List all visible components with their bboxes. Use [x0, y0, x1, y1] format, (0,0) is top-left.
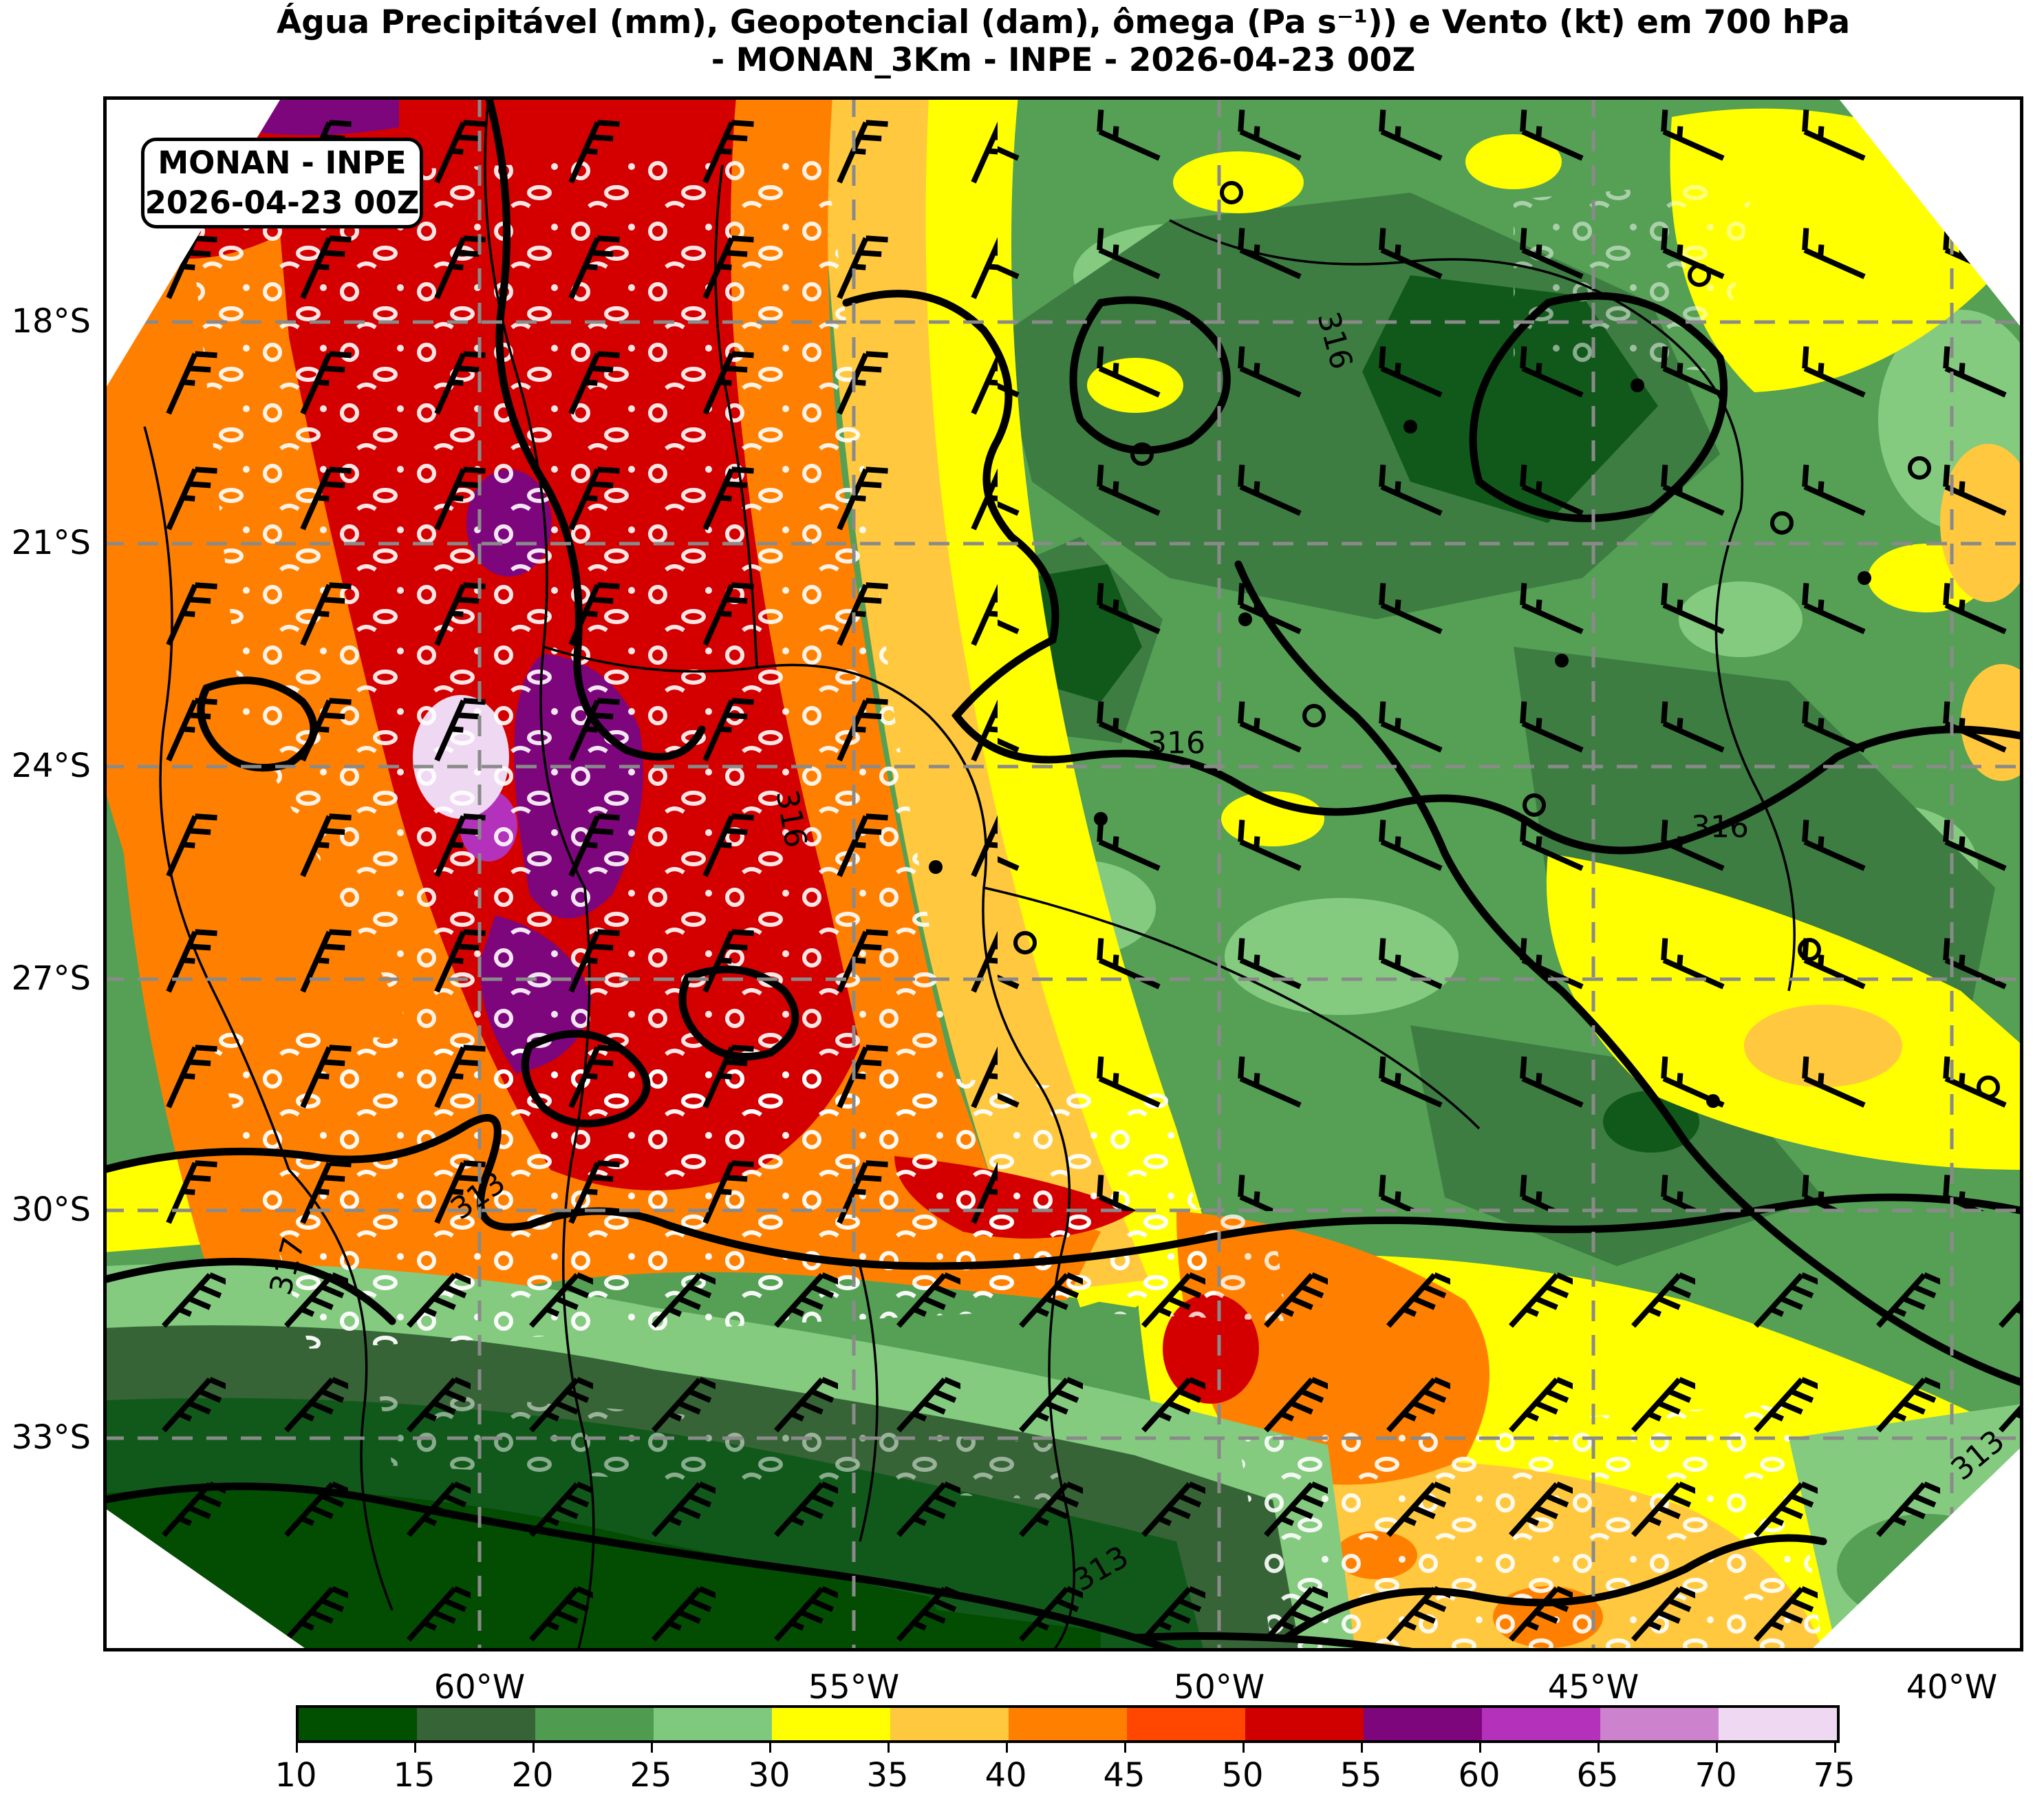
model-stamp-line2: 2026-04-23 00Z — [144, 184, 420, 221]
lon-tick-label: 60°W — [433, 1668, 526, 1707]
colorbar — [296, 1705, 1840, 1743]
lat-tick-label: 18°S — [11, 302, 91, 341]
colorbar-cell — [1127, 1708, 1245, 1740]
colorbar-tick-label: 60 — [1458, 1756, 1500, 1795]
colorbar-cell — [299, 1708, 417, 1740]
chart-title-line1: Água Precipitável (mm), Geopotencial (da… — [276, 3, 1851, 41]
graticule — [103, 96, 2023, 1651]
geopotential-contour-label: 316 — [1691, 809, 1749, 845]
colorbar-cell — [1364, 1708, 1482, 1740]
colorbar-cell — [772, 1708, 890, 1740]
lon-tick-label: 55°W — [808, 1668, 900, 1707]
lon-tick-label: 50°W — [1173, 1668, 1265, 1707]
colorbar-tick — [1124, 1742, 1126, 1753]
colorbar-tick-label: 20 — [511, 1756, 554, 1795]
chart-title-line2: - MONAN_3Km - INPE - 2026-04-23 00Z — [711, 41, 1416, 79]
colorbar-cell — [890, 1708, 1009, 1740]
chart-title: Água Precipitável (mm), Geopotencial (da… — [103, 3, 2023, 79]
lat-tick-label: 33°S — [11, 1418, 91, 1457]
colorbar-cell — [1009, 1708, 1127, 1740]
colorbar-tick-label: 10 — [275, 1756, 317, 1795]
colorbar-tick-label: 55 — [1340, 1756, 1382, 1795]
colorbar-tick — [1597, 1742, 1600, 1753]
colorbar-tick-label: 50 — [1221, 1756, 1264, 1795]
colorbar-tick-label: 25 — [630, 1756, 672, 1795]
colorbar-cell — [654, 1708, 772, 1740]
model-stamp-line1: MONAN - INPE — [158, 144, 407, 181]
colorbar-cell — [535, 1708, 654, 1740]
map-plot-area — [103, 96, 2023, 1651]
colorbar-cell — [417, 1708, 535, 1740]
colorbar-tick-label: 35 — [866, 1756, 909, 1795]
colorbar-tick — [651, 1742, 653, 1753]
colorbar-tick — [1361, 1742, 1363, 1753]
lon-tick-label: 45°W — [1547, 1668, 1639, 1707]
lat-tick-label: 27°S — [11, 959, 91, 998]
geopotential-contour-label: 316 — [1148, 725, 1205, 761]
map-frame — [103, 96, 2023, 1651]
lon-tick-label: 40°W — [1906, 1668, 1998, 1707]
colorbar-tick — [887, 1742, 890, 1753]
model-stamp: MONAN - INPE 2026-04-23 00Z — [141, 138, 423, 228]
colorbar-tick-label: 70 — [1695, 1756, 1737, 1795]
colorbar-cell — [1482, 1708, 1600, 1740]
calm-wind-circles — [1013, 181, 2000, 1099]
colorbar-tick-label: 40 — [985, 1756, 1027, 1795]
lat-tick-label: 24°S — [11, 747, 91, 785]
wind-barbs — [103, 96, 2023, 1651]
colorbar-tick-label: 45 — [1103, 1756, 1145, 1795]
colorbar-tick — [1242, 1742, 1245, 1753]
colorbar-tick-label: 15 — [393, 1756, 435, 1795]
colorbar-tick — [1006, 1742, 1008, 1753]
colorbar-tick — [1479, 1742, 1481, 1753]
colorbar-tick — [296, 1742, 298, 1753]
colorbar-tick — [1716, 1742, 1718, 1753]
colorbar-cell — [1600, 1708, 1719, 1740]
lat-tick-label: 21°S — [11, 524, 91, 562]
colorbar-tick — [769, 1742, 771, 1753]
colorbar-tick — [414, 1742, 416, 1753]
colorbar-tick-label: 30 — [748, 1756, 790, 1795]
colorbar-tick-label: 65 — [1576, 1756, 1619, 1795]
colorbar-tick — [532, 1742, 535, 1753]
station-dots — [929, 378, 1871, 1108]
colorbar-cell — [1719, 1708, 1837, 1740]
colorbar-tick-label: 75 — [1813, 1756, 1855, 1795]
colorbar-cell — [1245, 1708, 1364, 1740]
colorbar-tick — [1834, 1742, 1836, 1753]
lat-tick-label: 30°S — [11, 1190, 91, 1229]
